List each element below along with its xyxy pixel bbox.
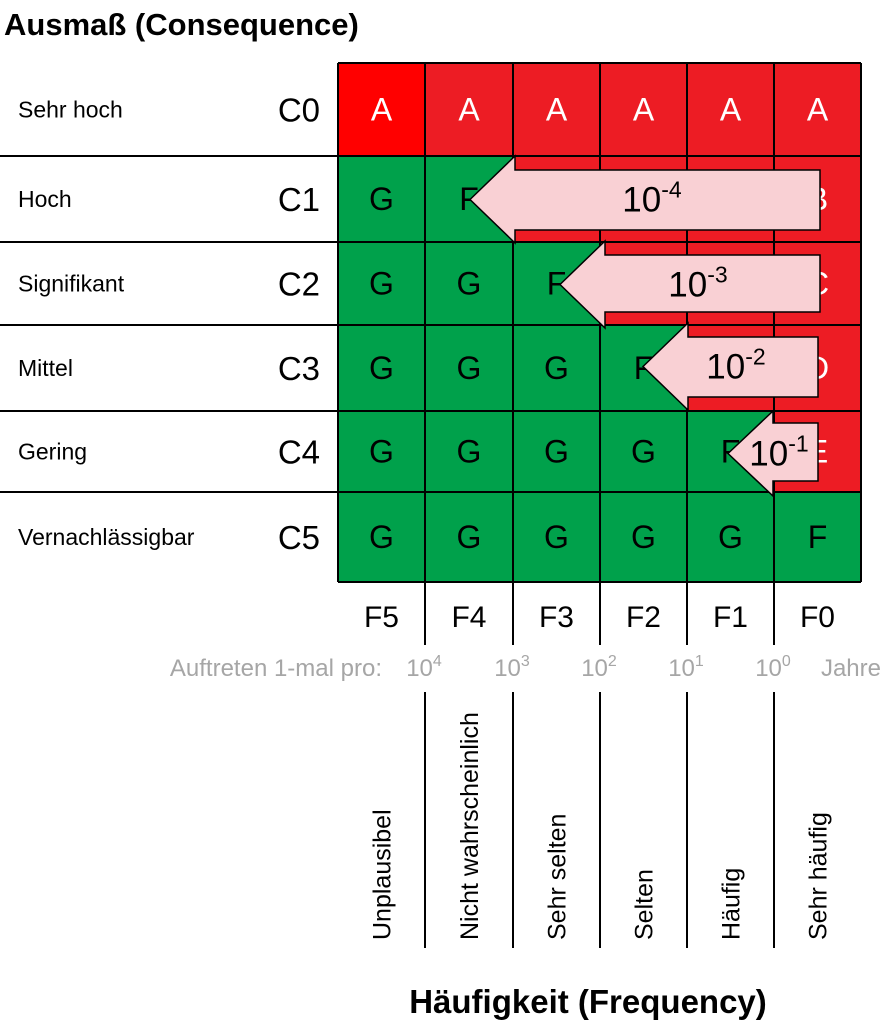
threshold-arrow bbox=[468, 154, 821, 245]
frequency-code: F1 bbox=[713, 601, 748, 634]
matrix-cell-label: G bbox=[544, 350, 569, 386]
matrix-cell bbox=[687, 492, 774, 582]
matrix-cell-label: F bbox=[459, 181, 479, 217]
matrix-cell-label: A bbox=[807, 92, 829, 128]
arrow-frequency-label: 10-3 bbox=[668, 262, 727, 305]
matrix-cell-label: G bbox=[718, 519, 743, 555]
frequency-category-label: Unplausibel bbox=[369, 809, 397, 940]
matrix-cell bbox=[338, 63, 425, 156]
matrix-cell-label: G bbox=[457, 350, 482, 386]
frequency-category-label: Häufig bbox=[718, 868, 746, 940]
frequency-category-label: Selten bbox=[631, 869, 659, 940]
matrix-cell bbox=[338, 325, 425, 411]
matrix-cell-label: G bbox=[369, 434, 394, 470]
matrix-cell-label: G bbox=[544, 519, 569, 555]
x-axis-title: Häufigkeit (Frequency) bbox=[409, 983, 767, 1020]
arrow-frequency-label: 10-4 bbox=[622, 177, 682, 220]
matrix-cell-label: G bbox=[631, 434, 656, 470]
arrow-frequency-label: 10-2 bbox=[706, 344, 765, 387]
threshold-arrow bbox=[641, 321, 819, 412]
matrix-cell bbox=[425, 492, 513, 582]
threshold-arrow bbox=[558, 239, 821, 330]
arrow-frequency-label: 10-1 bbox=[749, 431, 808, 474]
matrix-cell-label: G bbox=[544, 434, 569, 470]
matrix-cell bbox=[513, 411, 600, 492]
matrix-cell-label: G bbox=[457, 519, 482, 555]
occurrence-tick: 102 bbox=[581, 653, 617, 682]
matrix-cell-label: A bbox=[371, 92, 393, 128]
matrix-cell bbox=[774, 492, 861, 582]
consequence-row-label: Hoch bbox=[18, 186, 72, 212]
matrix-cell-label: F bbox=[547, 266, 567, 302]
matrix-cell-label: G bbox=[457, 434, 482, 470]
matrix-cell bbox=[600, 63, 687, 156]
consequence-code: C2 bbox=[278, 266, 320, 303]
consequence-row-label: Sehr hoch bbox=[18, 97, 123, 123]
matrix-cell bbox=[600, 492, 687, 582]
matrix-cell-label: G bbox=[457, 266, 482, 302]
occurrence-tick: 100 bbox=[755, 653, 791, 682]
consequence-code: C4 bbox=[278, 434, 320, 471]
consequence-code: C5 bbox=[278, 519, 320, 556]
consequence-code: C0 bbox=[278, 92, 320, 129]
consequence-row-label: Gering bbox=[18, 439, 87, 465]
matrix-cell-label: G bbox=[369, 519, 394, 555]
matrix-cell bbox=[338, 492, 425, 582]
matrix-cell-label: G bbox=[369, 266, 394, 302]
consequence-code: C3 bbox=[278, 350, 320, 387]
occurrence-label: Auftreten 1-mal pro: bbox=[170, 655, 382, 682]
frequency-code: F4 bbox=[451, 601, 486, 634]
matrix-cell-label: G bbox=[369, 181, 394, 217]
matrix-cell-label: A bbox=[720, 92, 742, 128]
matrix-cell bbox=[425, 411, 513, 492]
frequency-code: F3 bbox=[539, 601, 574, 634]
matrix-cell bbox=[425, 325, 513, 411]
matrix-cell bbox=[687, 63, 774, 156]
matrix-cell bbox=[425, 242, 513, 325]
occurrence-tick: 104 bbox=[406, 653, 442, 682]
consequence-row-label: Signifikant bbox=[18, 271, 125, 297]
matrix-cell bbox=[513, 325, 600, 411]
matrix-cell bbox=[513, 492, 600, 582]
occurrence-tick: 101 bbox=[668, 653, 704, 682]
consequence-code: C1 bbox=[278, 181, 320, 218]
threshold-arrow bbox=[726, 409, 819, 498]
matrix-cell-label: A bbox=[633, 92, 655, 128]
frequency-category-label: Sehr häufig bbox=[805, 812, 833, 940]
frequency-category-label: Nicht wahrscheinlich bbox=[456, 712, 484, 940]
matrix-cell-label: A bbox=[458, 92, 480, 128]
matrix-cell-label: G bbox=[631, 519, 656, 555]
frequency-category-label: Sehr selten bbox=[544, 814, 572, 940]
matrix-cell-label: G bbox=[369, 350, 394, 386]
consequence-row-label: Mittel bbox=[18, 355, 73, 381]
matrix-cell bbox=[513, 63, 600, 156]
matrix-cell bbox=[425, 63, 513, 156]
matrix-cell bbox=[338, 411, 425, 492]
matrix-cell bbox=[600, 411, 687, 492]
diagram-title: Ausmaß (Consequence) bbox=[4, 7, 359, 42]
occurrence-unit: Jahre bbox=[821, 655, 881, 682]
matrix-cell-label: A bbox=[546, 92, 568, 128]
frequency-code: F5 bbox=[364, 601, 399, 634]
occurrence-tick: 103 bbox=[494, 653, 530, 682]
frequency-code: F2 bbox=[626, 601, 661, 634]
frequency-code: F0 bbox=[800, 601, 835, 634]
consequence-row-label: Vernachlässigbar bbox=[18, 524, 195, 550]
matrix-cell-label: F bbox=[808, 519, 828, 555]
matrix-cell bbox=[774, 63, 861, 156]
matrix-cell bbox=[338, 156, 425, 242]
matrix-cell bbox=[338, 242, 425, 325]
